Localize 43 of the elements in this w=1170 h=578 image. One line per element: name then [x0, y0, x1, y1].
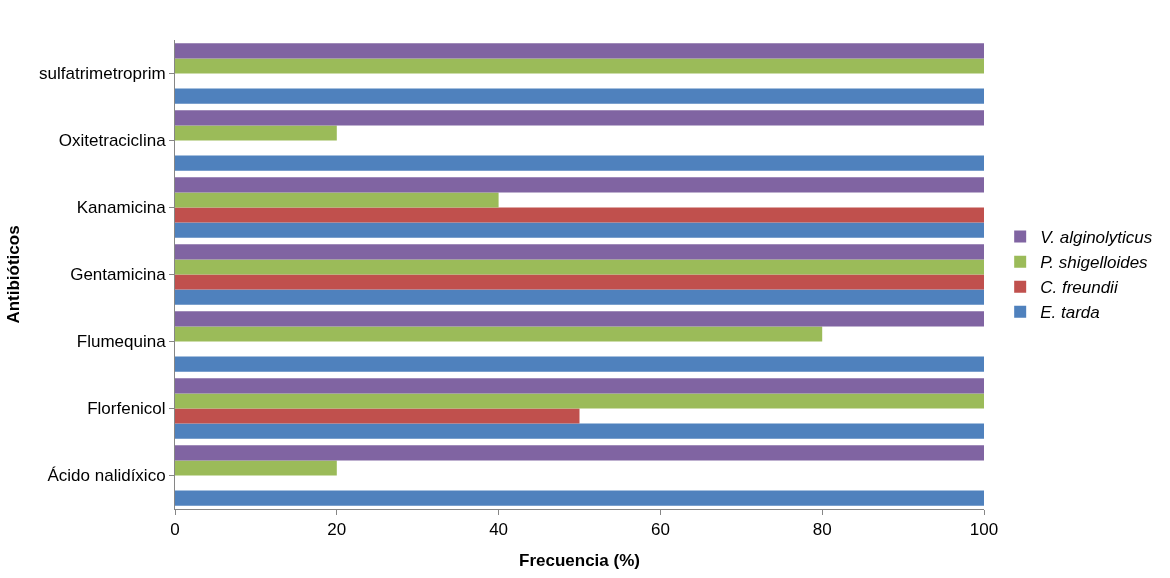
bar: [175, 460, 337, 476]
x-tick-label: 20: [327, 520, 347, 540]
bar: [175, 155, 984, 171]
legend-label: P. shigelloides: [1040, 253, 1149, 273]
legend-label: C. freundii: [1040, 278, 1119, 298]
bar: [175, 259, 984, 275]
legend-label: E. tarda: [1040, 303, 1100, 323]
y-tick-label: Oxitetraciclina: [58, 131, 167, 151]
y-axis-title: Antibióticos: [3, 225, 23, 324]
y-tick-label: Florfenicol: [87, 399, 166, 419]
x-tick-label: 40: [489, 520, 509, 540]
bar: [175, 274, 984, 290]
y-tick-label: sulfatrimetroprim: [39, 64, 166, 84]
x-tick-label: 60: [650, 520, 670, 540]
bar: [175, 423, 984, 439]
bar: [175, 58, 984, 74]
legend-label: V. alginolyticus: [1040, 228, 1153, 248]
bar: [175, 207, 984, 223]
bar: [175, 326, 823, 342]
x-tick-label: 80: [812, 520, 832, 540]
bar: [175, 125, 337, 141]
y-tick-label: Kanamicina: [76, 198, 167, 218]
x-axis-title: Frecuencia (%): [519, 550, 640, 570]
bar: [175, 393, 984, 409]
bar: [175, 192, 499, 208]
bar: [175, 244, 984, 260]
bar: [175, 289, 984, 305]
y-tick-label: Flumequina: [76, 332, 167, 352]
bar: [175, 490, 984, 506]
bar: [175, 88, 984, 104]
bar: [175, 356, 984, 372]
y-tick-label: Gentamicina: [70, 265, 167, 285]
bar: [175, 110, 984, 126]
bar: [175, 222, 984, 238]
y-tick-label: Ácido nalidíxico: [47, 466, 166, 486]
bar: [175, 445, 984, 461]
x-tick-label: 100: [969, 520, 999, 540]
bar: [175, 378, 984, 394]
bar: [175, 408, 580, 424]
bar: [175, 43, 984, 59]
bar: [175, 311, 984, 327]
bar: [175, 177, 984, 193]
x-tick-label: 0: [170, 520, 180, 540]
